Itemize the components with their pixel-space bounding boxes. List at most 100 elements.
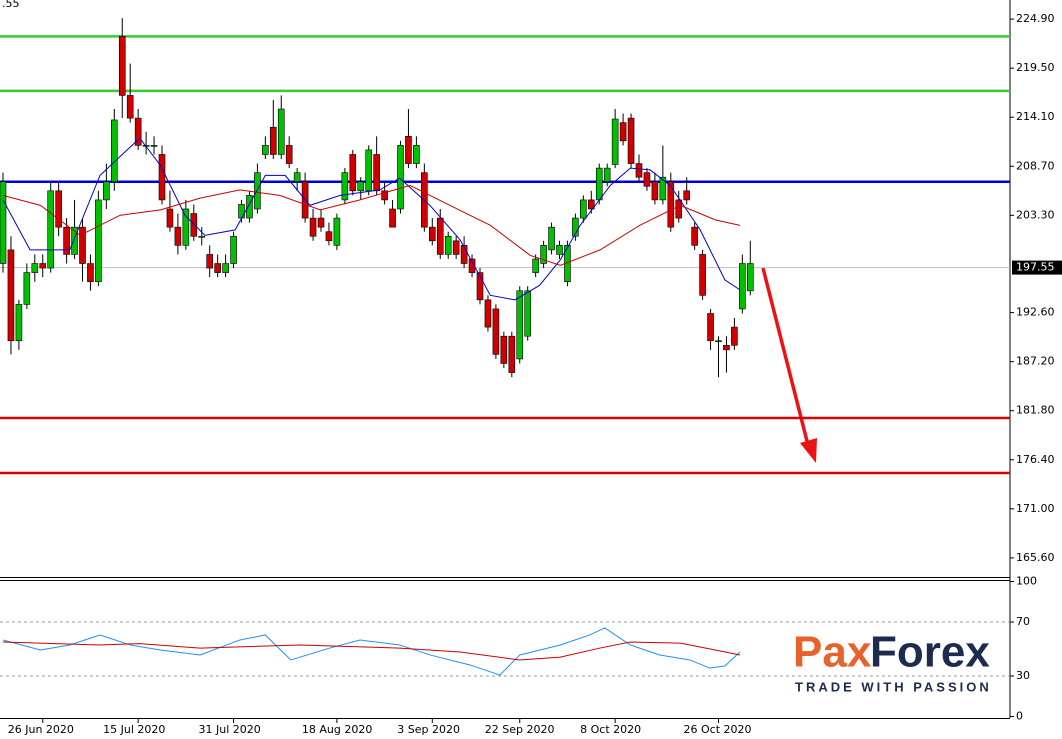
candle-body [166,208,174,228]
y-tick-label: 203.30 [1016,208,1055,221]
candle-body [572,217,579,237]
candle-body [715,340,722,343]
candle-body [508,335,516,373]
candle-body [739,263,746,310]
candle-body [174,226,182,246]
candle-body [325,231,333,242]
logo: Pax Forex TRADE WITH PASSION [793,628,992,695]
forecast-arrow [761,267,810,446]
candle-body [500,335,508,364]
logo-tagline: TRADE WITH PASSION [795,679,992,694]
candle-body [611,118,619,165]
candle-body [254,172,261,210]
candle-body [683,190,691,201]
candle-body [595,167,603,201]
candle-body [214,263,221,273]
candle-body [349,154,357,192]
candle-body [397,145,404,210]
candle-body [405,135,412,164]
candle-body [452,240,460,255]
candle-body [413,145,420,164]
candle-body [373,154,380,192]
candle-body [63,226,70,255]
candle-body [277,108,285,155]
candle-body [524,290,532,337]
candle-body [238,204,245,219]
candle-body [436,217,444,255]
candle-body [182,208,190,246]
candle-body [428,226,436,242]
candle-body [126,95,134,119]
candle-body [603,167,611,183]
y-tick-label: 192.60 [1016,306,1055,319]
candle-body [7,249,15,342]
x-tick-label: 31 Jul 2020 [199,723,261,736]
forecast-arrowhead [800,438,817,463]
x-tick-label: 22 Sep 2020 [485,723,555,736]
candle-body [269,126,277,155]
x-tick-label: 15 Jul 2020 [103,723,165,736]
candle-body [71,226,78,255]
candle-body [95,199,102,282]
candle-body [0,181,7,264]
candle-body [667,181,675,228]
last-price-label: 197.55 [1016,261,1055,274]
candle-body [285,145,293,164]
candle-body [532,258,539,273]
y-tick-label: 224.90 [1016,12,1055,25]
candle-body [206,254,213,269]
candle-body [47,190,55,269]
candle-body [556,245,563,255]
candle-body [444,235,452,255]
candle-body [230,235,237,264]
candle-body [619,122,627,142]
candle-body [198,235,206,238]
candle-body [365,149,373,192]
candle-body [262,145,269,155]
candle-body [23,272,31,305]
candle-body [246,195,253,219]
candle-body [111,119,118,183]
candle-body [87,263,94,282]
rsi-signal [2,641,741,661]
ma-slow [2,184,741,266]
candle-body [357,181,365,192]
candle-body [731,326,738,346]
candle-body [55,190,62,228]
y-tick-label: 187.20 [1016,355,1055,368]
candle-body [309,217,317,237]
candle-body [643,172,651,187]
candle-body [659,176,667,201]
candle-body [548,226,555,251]
y-tick-label: 176.40 [1016,453,1055,466]
x-tick-label: 3 Sep 2020 [397,723,460,736]
y-tick-label: 165.60 [1016,551,1055,564]
candle-body [190,213,198,237]
rsi-tick-label: 0 [1016,710,1023,723]
candle-body [540,245,547,264]
x-tick-label: 26 Jun 2020 [8,723,74,736]
candle-body [341,172,349,201]
candle-body [627,117,635,164]
y-tick-label: 171.00 [1016,502,1055,515]
candle-body [381,190,388,201]
candle-body [691,226,698,246]
rsi-tick-label: 100 [1016,575,1037,588]
rsi-line [2,627,741,676]
candle-body [723,344,730,351]
candle-body [476,272,484,301]
x-tick-label: 8 Oct 2020 [580,723,641,736]
candle-body [134,117,142,146]
rsi-tick-label: 30 [1016,669,1030,682]
candle-body [484,299,492,328]
candle-body [651,181,659,201]
candle-body [675,199,683,219]
candle-body [103,181,110,201]
y-tick-label: 214.10 [1016,110,1055,123]
y-tick-label: 181.80 [1016,404,1055,417]
header-fragment: .55 [2,0,20,10]
x-tick-label: 18 Aug 2020 [302,723,372,736]
rsi-tick-label: 70 [1016,615,1030,628]
